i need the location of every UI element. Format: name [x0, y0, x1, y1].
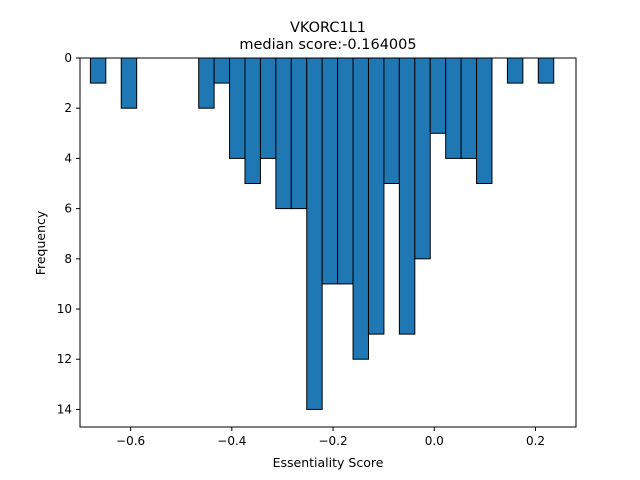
y-tick-label: 2	[64, 101, 72, 115]
histogram-bar	[506, 57, 524, 84]
histogram-bar	[198, 57, 215, 109]
histogram-bar	[460, 57, 478, 159]
bars-group	[89, 57, 555, 410]
histogram-bar	[120, 57, 138, 109]
x-tick-label: −0.4	[217, 434, 246, 448]
x-axis-ticks: −0.6 −0.4 −0.2 0.0 0.2	[116, 427, 545, 448]
histogram-bar	[352, 57, 369, 360]
histogram-bar	[337, 57, 354, 285]
y-tick-label: 10	[57, 302, 72, 316]
histogram-bar	[537, 57, 555, 84]
histogram-bar	[476, 57, 493, 185]
histogram-bar	[259, 57, 277, 159]
histogram-bar	[290, 57, 308, 210]
x-tick-label: −0.6	[116, 434, 145, 448]
y-tick-label: 0	[64, 51, 72, 65]
histogram-bar	[414, 57, 431, 260]
y-tick-label: 8	[64, 252, 72, 266]
y-axis-label: Frequency	[33, 210, 48, 275]
y-axis-ticks: 0 2 4 6 8 10 12 14	[57, 51, 80, 416]
histogram-bar	[398, 57, 416, 335]
x-axis-label: Essentiality Score	[273, 455, 384, 470]
y-tick-label: 4	[64, 151, 72, 165]
x-tick-label: −0.2	[318, 434, 347, 448]
chart-title: VKORC1L1	[290, 20, 366, 36]
y-tick-label: 14	[57, 402, 72, 416]
chart-subtitle: median score:-0.164005	[239, 37, 416, 53]
histogram-bar	[321, 57, 339, 285]
histogram-bar	[429, 57, 447, 134]
histogram-bar	[306, 57, 323, 410]
y-tick-label: 12	[57, 352, 72, 366]
histogram-bar	[213, 57, 231, 84]
histogram-bar	[244, 57, 261, 185]
histogram-bar	[367, 57, 385, 335]
histogram-bar	[229, 57, 246, 159]
histogram-bar	[275, 57, 292, 210]
histogram-bar	[89, 57, 107, 84]
x-tick-label: 0.2	[526, 434, 545, 448]
x-tick-label: 0.0	[425, 434, 444, 448]
y-tick-label: 6	[64, 202, 72, 216]
histogram-bar	[383, 57, 400, 185]
plot-frame	[79, 57, 577, 428]
histogram-bar	[445, 57, 462, 159]
